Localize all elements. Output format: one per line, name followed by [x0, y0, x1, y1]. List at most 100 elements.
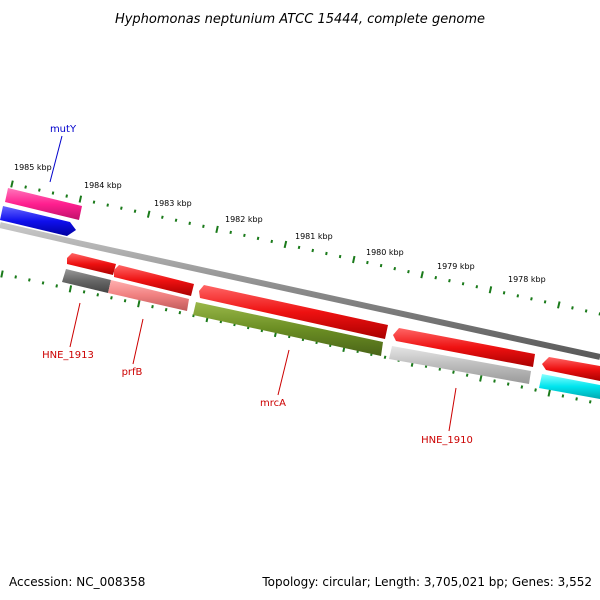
minor-tick	[383, 355, 387, 359]
gene-mrcA-feature[interactable]	[193, 302, 383, 356]
HNE_1913-leader-line	[69, 302, 81, 348]
minor-tick	[256, 236, 260, 241]
mrcA-leader-line	[277, 349, 290, 396]
minor-tick	[438, 367, 442, 371]
gene-mutY-feature[interactable]	[5, 188, 82, 220]
major-tick	[78, 195, 83, 203]
minor-tick	[493, 379, 496, 383]
minor-tick	[174, 218, 178, 222]
genome-summary-text: Topology: circular; Length: 3,705,021 bp…	[261, 575, 592, 589]
major-tick	[547, 389, 551, 397]
genome-backbone	[0, 222, 600, 360]
minor-tick	[561, 394, 565, 398]
minor-tick	[28, 278, 31, 282]
gene-red-feature-5[interactable]	[542, 357, 600, 381]
minor-tick	[379, 263, 383, 268]
minor-tick	[96, 293, 100, 297]
major-tick	[283, 240, 288, 249]
minor-tick	[24, 185, 27, 189]
minor-tick	[448, 278, 451, 283]
minor-tick	[530, 297, 533, 301]
minor-tick	[575, 397, 578, 401]
gene-label-mrcA[interactable]: mrcA	[260, 398, 286, 409]
minor-tick	[151, 305, 154, 309]
HNE_1910-leader-line	[448, 387, 457, 432]
minor-tick	[38, 188, 41, 192]
major-tick	[479, 374, 483, 382]
minor-tick	[297, 245, 301, 250]
minor-tick	[325, 251, 328, 256]
minor-tick	[270, 239, 274, 244]
minor-tick	[229, 230, 232, 235]
major-tick	[137, 300, 141, 308]
kbp-label: 1981 kbp	[295, 232, 333, 241]
kbp-label: 1980 kbp	[366, 248, 404, 257]
minor-tick	[506, 382, 510, 386]
minor-tick	[55, 284, 58, 288]
gene-label-HNE_1910[interactable]: HNE_1910	[421, 435, 473, 446]
kbp-scale-labels: 1985 kbp 1984 kbp 1983 kbp 1982 kbp 1981…	[14, 163, 546, 284]
kbp-label: 1984 kbp	[84, 181, 122, 190]
gene-red-feature-3[interactable]	[199, 285, 388, 339]
minor-tick	[123, 299, 127, 303]
minor-tick	[133, 209, 137, 213]
minor-tick	[188, 221, 191, 225]
kbp-label: 1982 kbp	[225, 215, 263, 224]
major-tick	[146, 210, 151, 218]
mutY-leader-line	[49, 135, 63, 183]
map-title: Hyphomonas neptunium ATCC 15444, complet…	[115, 12, 485, 27]
gene-prfB-feature[interactable]	[108, 280, 189, 311]
minor-tick	[452, 370, 455, 374]
minor-tick	[571, 306, 574, 310]
minor-tick	[243, 233, 246, 238]
outer-scale-ticks	[10, 180, 600, 316]
gene-label-HNE_1913[interactable]: HNE_1913	[42, 350, 94, 361]
minor-tick	[106, 203, 109, 207]
kbp-label: 1979 kbp	[437, 262, 475, 271]
minor-tick	[202, 224, 205, 228]
minor-tick	[65, 194, 68, 198]
minor-tick	[516, 294, 520, 298]
minor-tick	[178, 310, 182, 315]
gene-blue-feature[interactable]	[0, 206, 76, 236]
minor-tick	[534, 388, 537, 392]
gene-HNE_1913-feature[interactable]	[62, 269, 111, 293]
gene-red-feature-2[interactable]	[114, 265, 194, 296]
major-tick	[68, 285, 73, 293]
major-tick	[10, 180, 14, 188]
gene-label-prfB[interactable]: prfB	[122, 367, 143, 378]
gene-cyan-feature[interactable]	[539, 374, 600, 399]
minor-tick	[475, 285, 479, 289]
gene-HNE_1910-feature[interactable]	[389, 346, 531, 384]
major-tick	[488, 286, 493, 294]
kbp-label: 1978 kbp	[508, 275, 546, 284]
prfB-leader-line	[132, 318, 144, 365]
minor-tick	[161, 215, 164, 219]
minor-tick	[164, 307, 168, 312]
minor-tick	[51, 191, 55, 195]
major-tick	[352, 255, 356, 264]
kbp-label: 1985 kbp	[14, 163, 52, 172]
minor-tick	[110, 296, 113, 300]
minor-tick	[393, 266, 397, 271]
gene-label-mutY[interactable]: mutY	[50, 124, 77, 135]
minor-tick	[120, 206, 123, 210]
minor-tick	[543, 300, 547, 304]
gene-red-feature-1[interactable]	[67, 253, 116, 275]
minor-tick	[588, 400, 592, 404]
minor-tick	[407, 269, 410, 274]
minor-tick	[311, 248, 315, 253]
minor-tick	[434, 275, 438, 280]
major-tick	[215, 225, 219, 234]
minor-tick	[520, 385, 524, 389]
gene-red-feature-4[interactable]	[393, 328, 535, 367]
minor-tick	[502, 291, 506, 295]
minor-tick	[92, 200, 96, 204]
major-tick	[0, 270, 4, 278]
kbp-label: 1983 kbp	[154, 199, 192, 208]
minor-tick	[14, 275, 17, 279]
minor-tick	[338, 254, 342, 259]
minor-tick	[82, 290, 86, 294]
major-tick	[420, 271, 424, 279]
